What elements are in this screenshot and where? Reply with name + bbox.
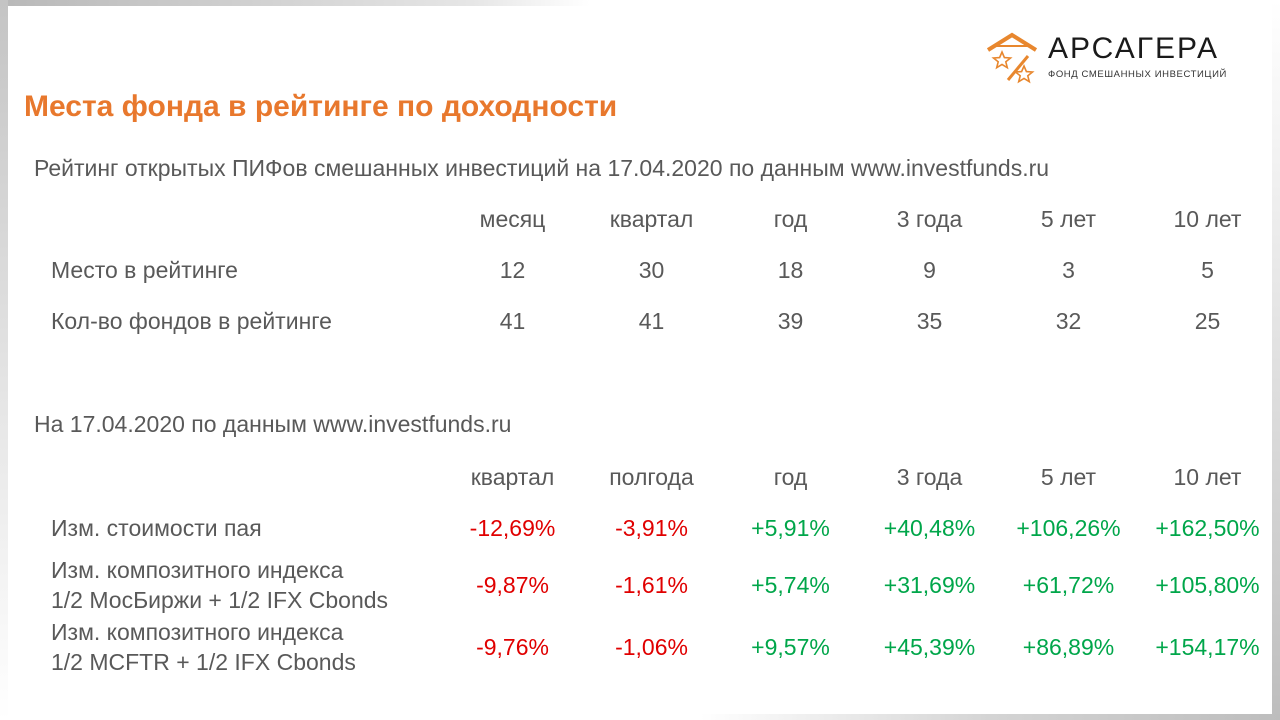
rating-cell: 35 [916,308,943,334]
return-cell: +5,74% [751,571,830,598]
return-cell: -9,87% [476,571,549,598]
return-cell: -3,91% [615,515,688,541]
row-label-line: 1/2 MCFTR + 1/2 IFX Cbonds [51,649,356,675]
rating-cell: 30 [638,257,665,283]
returns-caption: На 17.04.2020 по данным www.investfunds.… [34,411,512,437]
table-row: Кол-во фондов в рейтинге 41 41 39 35 32 … [40,296,1277,347]
returns-col-halfyear: полгода [609,464,694,490]
returns-col-3y: 3 года [896,464,963,490]
rating-cell: 39 [777,308,804,334]
return-cell: +106,26% [1016,515,1121,541]
returns-col-quarter: квартал [470,464,555,490]
row-label-line: Изм. композитного индекса [51,619,344,645]
rating-cell: 32 [1055,308,1082,334]
table-row: Место в рейтинге 12 30 18 9 3 5 [40,245,1277,296]
rating-header-corner [40,194,443,245]
rating-cell: 5 [1201,257,1214,283]
return-cell: -9,76% [476,633,549,660]
table-row: Изм. композитного индекса 1/2 МосБиржи +… [40,554,1277,616]
rating-col-quarter: квартал [609,206,694,232]
return-cell: +86,89% [1022,633,1115,660]
page-title: Места фонда в рейтинге по доходности [24,90,618,123]
returns-col-5y: 5 лет [1040,464,1097,490]
rating-cell: 9 [923,257,936,283]
return-cell: +9,57% [751,633,830,660]
returns-col-year: год [773,464,808,490]
returns-header-corner [40,452,443,503]
rating-col-10y: 10 лет [1173,206,1242,232]
frame-left-edge [0,0,8,720]
return-cell: +40,48% [883,515,976,541]
row-label: Кол-во фондов в рейтинге [51,308,332,334]
logo-name: АРСАГЕРА [1048,32,1219,65]
rating-cell: 41 [499,308,526,334]
rating-cell: 3 [1062,257,1075,283]
rating-col-5y: 5 лет [1040,206,1097,232]
row-label-line: 1/2 МосБиржи + 1/2 IFX Cbonds [51,587,389,613]
rating-cell: 41 [638,308,665,334]
rating-cell: 25 [1194,308,1221,334]
return-cell: +31,69% [883,571,976,598]
rating-cell: 18 [777,257,804,283]
frame-bottom-edge [700,714,1280,720]
return-cell: -1,61% [615,571,688,598]
return-cell: +162,50% [1155,515,1260,541]
rating-table: месяц квартал год 3 года 5 лет 10 лет Ме… [40,194,1277,347]
return-cell: +105,80% [1155,571,1260,598]
row-label: Место в рейтинге [51,257,238,283]
logo: АРСАГЕРА фонд смешанных инвестиций [986,30,1256,86]
rating-caption: Рейтинг открытых ПИФов смешанных инвести… [34,155,1050,181]
row-label-line: Изм. стоимости пая [51,515,262,541]
frame-top-edge [0,0,590,6]
rating-col-3y: 3 года [896,206,963,232]
frame-right-edge [1272,0,1280,720]
return-cell: -1,06% [615,633,688,660]
rating-header-row: месяц квартал год 3 года 5 лет 10 лет [40,194,1277,245]
table-row: Изм. композитного индекса 1/2 MCFTR + 1/… [40,616,1277,678]
table-row: Изм. стоимости пая -12,69% -3,91% +5,91%… [40,503,1277,554]
row-label: Изм. композитного индекса 1/2 МосБиржи +… [40,554,443,616]
return-cell: +154,17% [1155,633,1260,660]
rating-col-year: год [773,206,808,232]
rating-cell: 12 [499,257,526,283]
returns-col-10y: 10 лет [1173,464,1242,490]
return-cell: +5,91% [751,515,830,541]
returns-table: квартал полгода год 3 года 5 лет 10 лет … [40,452,1277,678]
row-label: Изм. стоимости пая [40,503,443,554]
logo-house-stars-icon [986,32,1038,84]
row-label-line: Изм. композитного индекса [51,557,344,583]
return-cell: +45,39% [883,633,976,660]
rating-col-month: месяц [479,206,546,232]
returns-header-row: квартал полгода год 3 года 5 лет 10 лет [40,452,1277,503]
row-label: Изм. композитного индекса 1/2 MCFTR + 1/… [40,616,443,678]
return-cell: -12,69% [469,515,556,541]
logo-subtitle: фонд смешанных инвестиций [1048,69,1227,80]
return-cell: +61,72% [1022,571,1115,598]
